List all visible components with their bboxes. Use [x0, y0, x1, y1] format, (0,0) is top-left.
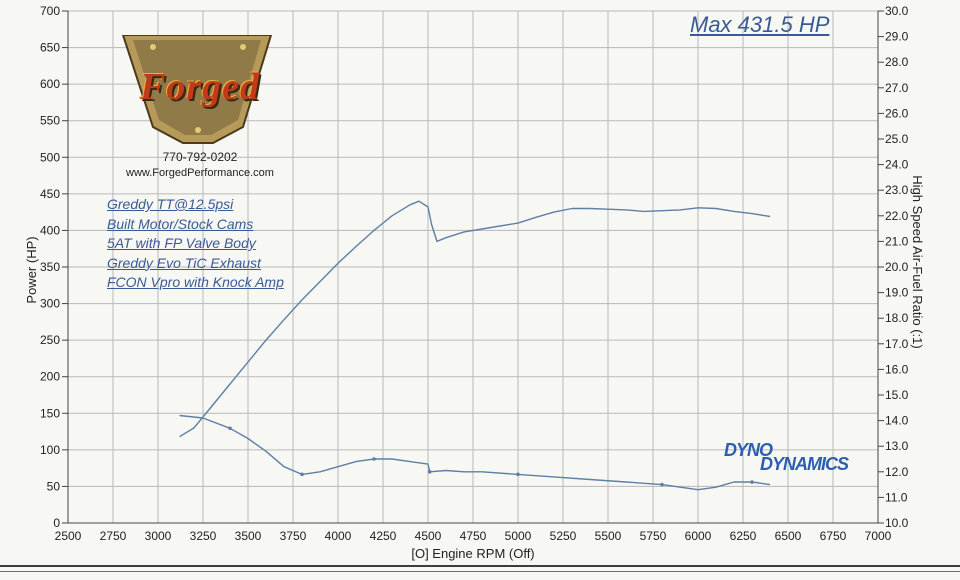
y-tick-label: 200 — [40, 370, 60, 384]
forged-logo: Forged — [93, 35, 303, 145]
y-tick-label: 350 — [40, 260, 60, 274]
x-tick-label: 3500 — [235, 529, 262, 543]
mod-line: 5AT with FP Valve Body — [107, 234, 284, 254]
x-tick-label: 6250 — [730, 529, 757, 543]
mod-line: Built Motor/Stock Cams — [107, 215, 284, 235]
x-tick-label: 7000 — [865, 529, 892, 543]
x-tick-label: 5750 — [640, 529, 667, 543]
mod-line: FCON Vpro with Knock Amp — [107, 273, 284, 293]
y2-tick-label: 12.0 — [885, 465, 909, 479]
y2-tick-label: 29.0 — [885, 30, 909, 44]
afr-point — [228, 426, 232, 430]
y2-tick-label: 30.0 — [885, 4, 909, 18]
x-tick-label: 5000 — [505, 529, 532, 543]
afr-point — [300, 473, 304, 477]
x-axis-label: [O] Engine RPM (Off) — [411, 546, 534, 561]
y-tick-label: 400 — [40, 223, 60, 237]
y2-axis-label: High Speed Air-Fuel Ratio (:1) — [910, 175, 925, 348]
y2-tick-label: 10.0 — [885, 516, 909, 530]
y-tick-label: 150 — [40, 406, 60, 420]
modifications-list: Greddy TT@12.5psi Built Motor/Stock Cams… — [107, 195, 284, 293]
y-tick-label: 50 — [47, 479, 61, 493]
y2-tick-label: 13.0 — [885, 439, 909, 453]
y2-tick-label: 11.0 — [885, 490, 908, 504]
x-tick-label: 5500 — [595, 529, 622, 543]
y-tick-label: 650 — [40, 41, 60, 55]
y2-tick-label: 19.0 — [885, 286, 909, 300]
x-tick-label: 4500 — [415, 529, 442, 543]
x-tick-label: 3000 — [145, 529, 172, 543]
y2-tick-label: 25.0 — [885, 132, 909, 146]
max-power-annotation: Max 431.5 HP — [690, 12, 829, 38]
bottom-rule — [0, 565, 960, 567]
y2-tick-label: 27.0 — [885, 81, 909, 95]
y-tick-label: 100 — [40, 443, 60, 457]
dyno-logo-bottom: DYNAMICS — [760, 454, 848, 475]
y-tick-label: 250 — [40, 333, 60, 347]
y2-tick-label: 24.0 — [885, 158, 909, 172]
y2-tick-label: 18.0 — [885, 311, 909, 325]
dynodynamics-logo: DYNO DYNAMICS — [722, 440, 874, 478]
x-tick-label: 5250 — [550, 529, 577, 543]
y-tick-label: 700 — [40, 4, 60, 18]
y2-tick-label: 16.0 — [885, 362, 909, 376]
x-tick-label: 4750 — [460, 529, 487, 543]
afr-point — [660, 483, 664, 487]
phone-number: 770-792-0202 — [140, 150, 260, 164]
afr-point — [750, 480, 754, 484]
y2-tick-label: 20.0 — [885, 260, 909, 274]
x-tick-label: 3250 — [190, 529, 217, 543]
x-tick-label: 6750 — [820, 529, 847, 543]
y2-tick-label: 17.0 — [885, 337, 909, 351]
y-tick-label: 450 — [40, 187, 60, 201]
x-tick-label: 6500 — [775, 529, 802, 543]
y2-tick-label: 15.0 — [885, 388, 909, 402]
y2-tick-label: 26.0 — [885, 106, 909, 120]
afr-point — [428, 470, 432, 474]
y2-tick-label: 28.0 — [885, 55, 909, 69]
x-tick-label: 6000 — [685, 529, 712, 543]
x-tick-label: 3750 — [280, 529, 307, 543]
y-tick-label: 500 — [40, 150, 60, 164]
y2-tick-label: 21.0 — [885, 234, 909, 248]
bottom-rule-thin — [0, 571, 960, 572]
y2-tick-label: 23.0 — [885, 183, 909, 197]
y-tick-label: 550 — [40, 114, 60, 128]
afr-point — [372, 457, 376, 461]
x-tick-label: 2750 — [100, 529, 127, 543]
y-axis-label: Power (HP) — [24, 236, 39, 303]
logo-wordmark: Forged — [105, 65, 295, 109]
mod-line: Greddy TT@12.5psi — [107, 195, 284, 215]
y2-tick-label: 14.0 — [885, 414, 909, 428]
afr-point — [516, 473, 520, 477]
x-tick-label: 4000 — [325, 529, 352, 543]
website-url: www.ForgedPerformance.com — [110, 167, 290, 179]
y-tick-label: 300 — [40, 297, 60, 311]
y2-tick-label: 22.0 — [885, 209, 909, 223]
x-tick-label: 4250 — [370, 529, 397, 543]
afr-curve — [180, 416, 770, 490]
y-tick-label: 0 — [53, 516, 60, 530]
mod-line: Greddy Evo TiC Exhaust — [107, 254, 284, 274]
x-tick-label: 2500 — [55, 529, 82, 543]
y-tick-label: 600 — [40, 77, 60, 91]
